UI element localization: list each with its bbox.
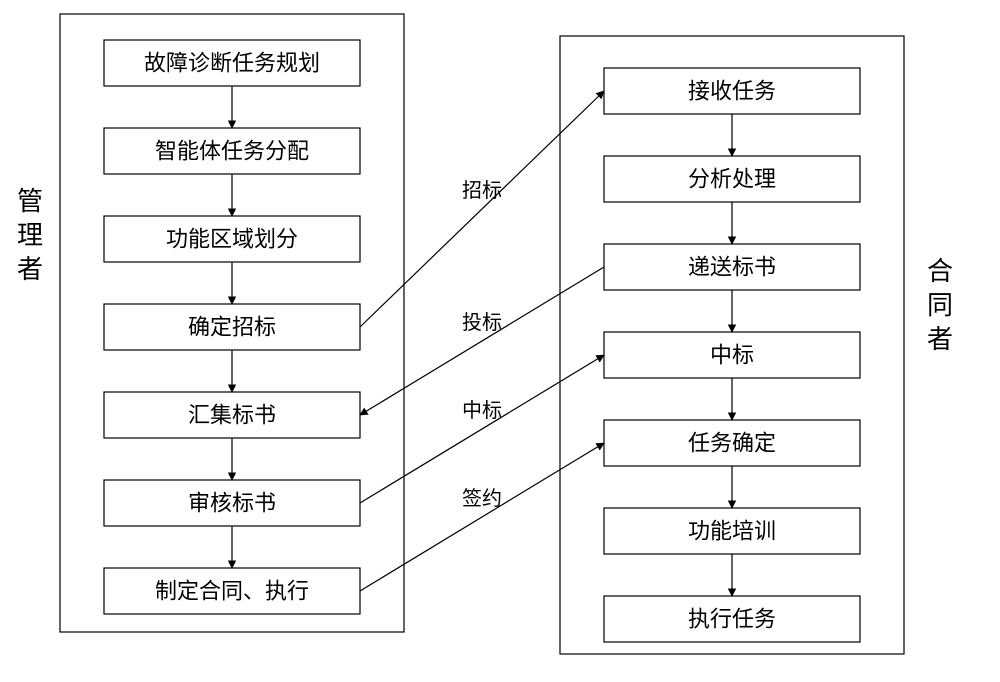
left-node-L4-label: 确定招标 <box>188 315 276 340</box>
left-node-L5-label: 汇集标书 <box>188 403 276 428</box>
left-node-L1-label: 故障诊断任务规划 <box>144 51 320 76</box>
cross-edge-label-L4-R1: 招标 <box>462 179 502 202</box>
cross-edge-R3-L5 <box>360 267 604 415</box>
manager-label: 管 <box>17 187 43 216</box>
right-node-R5-label: 任务确定 <box>688 431 776 456</box>
manager-label: 者 <box>17 255 43 284</box>
cross-edge-label-L7-R5: 签约 <box>462 487 502 510</box>
right-node-R2-label: 分析处理 <box>688 167 776 192</box>
contractor-label: 者 <box>927 325 953 354</box>
left-node-L7-label: 制定合同、执行 <box>155 579 309 604</box>
cross-edge-L6-R4 <box>360 355 604 503</box>
cross-edge-L7-R5 <box>360 443 604 591</box>
right-node-R1-label: 接收任务 <box>688 79 776 104</box>
right-node-R4-label: 中标 <box>710 343 754 368</box>
left-node-L2-label: 智能体任务分配 <box>155 139 309 164</box>
contractor-label: 同 <box>927 291 953 320</box>
right-node-R7-label: 执行任务 <box>688 607 776 632</box>
left-node-L3-label: 功能区域划分 <box>166 227 298 252</box>
cross-edge-L4-R1 <box>360 91 604 327</box>
right-node-R3-label: 递送标书 <box>688 255 776 280</box>
cross-edge-label-R3-L5: 投标 <box>462 311 502 334</box>
manager-label: 理 <box>17 221 43 250</box>
right-node-R6-label: 功能培训 <box>688 519 776 544</box>
flowchart: 管理者合同者故障诊断任务规划智能体任务分配功能区域划分确定招标汇集标书审核标书制… <box>0 0 1000 682</box>
cross-edge-label-L6-R4: 中标 <box>462 399 502 422</box>
contractor-label: 合 <box>927 257 953 286</box>
left-node-L6-label: 审核标书 <box>188 491 276 516</box>
